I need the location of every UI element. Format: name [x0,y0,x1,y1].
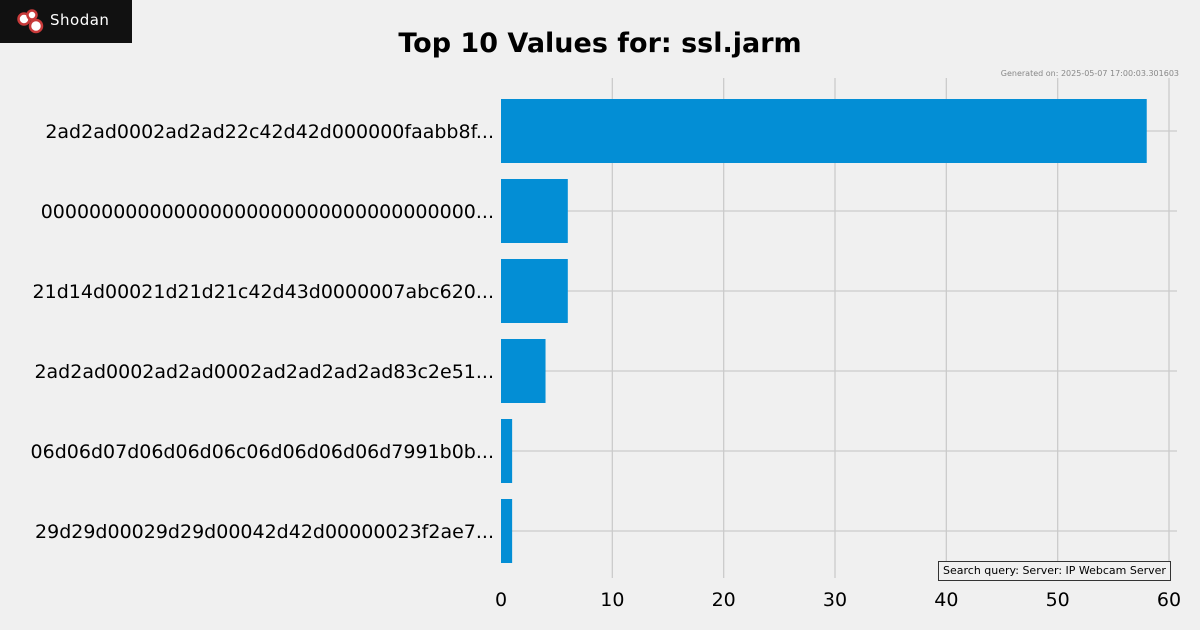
category-label: 06d06d07d06d06d06c06d06d06d06d7991b0b... [31,441,494,463]
category-label: 29d29d00029d29d00042d42d00000023f2ae7... [35,521,494,543]
x-tick-label: 20 [712,589,736,611]
shodan-logo-icon [17,9,44,34]
category-label: 21d14d00021d21d21c42d43d0000007abc620... [33,281,494,303]
bar [501,99,1147,163]
search-query-box: Search query: Server: IP Webcam Server [938,561,1171,581]
x-tick-label: 30 [823,589,847,611]
bar [501,259,568,323]
shodan-logo: Shodan [0,0,132,43]
bar [501,339,546,403]
x-tick-label: 60 [1157,589,1181,611]
logo-text: Shodan [50,11,110,29]
x-tick-label: 40 [934,589,958,611]
chart-title: Top 10 Values for: ssl.jarm [398,28,802,59]
x-tick-label: 50 [1046,589,1070,611]
bar [501,419,513,483]
category-label: 2ad2ad0002ad2ad22c42d42d000000faabb8f... [45,121,494,143]
x-tick-label: 10 [600,589,624,611]
bar [501,499,513,563]
category-label: 2ad2ad0002ad2ad0002ad2ad2ad2ad83c2e51... [34,361,494,383]
category-label: 000000000000000000000000000000000000... [41,201,494,223]
x-tick-label: 0 [495,589,507,611]
bar [501,179,568,243]
generated-timestamp: Generated on: 2025-05-07 17:00:03.301603 [1000,69,1179,78]
